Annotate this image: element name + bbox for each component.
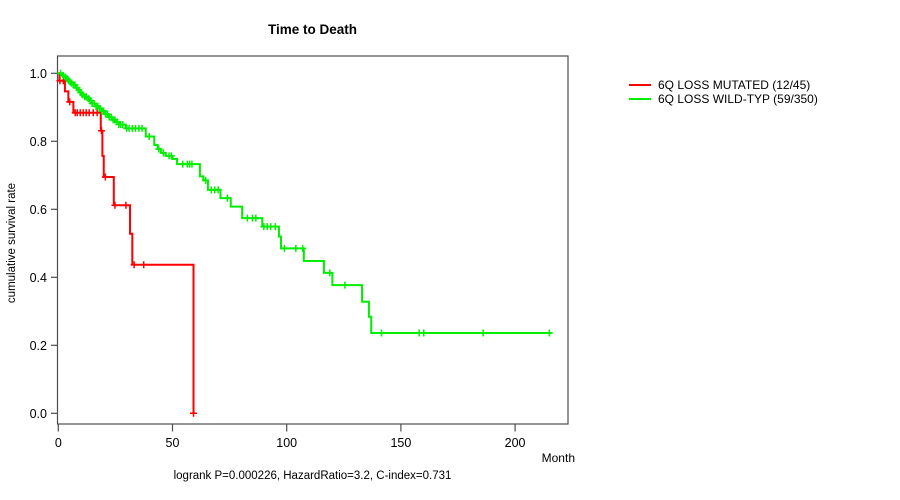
legend-label-mutated: 6Q LOSS MUTATED (12/45)	[658, 78, 811, 92]
plot-box	[56, 55, 569, 425]
x-tick-label: 200	[505, 436, 526, 450]
x-tick-label: 100	[276, 436, 297, 450]
chart-title: Time to Death	[267, 22, 357, 37]
y-axis-ticks: 0.0 0.2 0.4 0.6 0.8 1.0	[30, 67, 58, 421]
y-tick-label: 0.8	[30, 135, 47, 149]
legend-line-red	[629, 84, 651, 86]
censor-marks-1	[57, 69, 553, 337]
y-tick-label: 0.4	[30, 271, 47, 285]
y-tick-label: 0.0	[30, 407, 47, 421]
y-axis-label: cumulative survival rate	[6, 182, 18, 304]
stats-caption: logrank P=0.000226, HazardRatio=3.2, C-i…	[173, 470, 452, 482]
survival-series-0	[56, 72, 198, 417]
legend: 6Q LOSS MUTATED (12/45) 6Q LOSS WILD-TYP…	[629, 78, 818, 106]
x-tick-label: 150	[390, 436, 411, 450]
legend-line-green	[629, 98, 651, 100]
y-tick-label: 0.6	[30, 203, 47, 217]
y-tick-label: 0.2	[30, 339, 47, 353]
y-tick-label: 1.0	[30, 67, 47, 81]
x-axis-label: Month	[541, 451, 575, 465]
legend-label-wildtype: 6Q LOSS WILD-TYP (59/350)	[658, 92, 818, 106]
x-tick-label: 0	[55, 436, 62, 450]
legend-item-wildtype: 6Q LOSS WILD-TYP (59/350)	[629, 92, 818, 106]
survival-curve-1	[58, 72, 552, 335]
x-axis-ticks: 0 50 100 150 200	[55, 424, 526, 450]
legend-item-mutated: 6Q LOSS MUTATED (12/45)	[629, 78, 818, 92]
censor-marks-0	[56, 77, 198, 417]
x-tick-label: 50	[166, 436, 180, 450]
survival-series-1	[57, 69, 553, 337]
